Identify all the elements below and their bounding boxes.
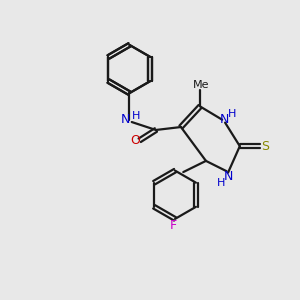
Text: N: N [121, 113, 130, 126]
Text: H: H [132, 111, 140, 121]
Text: Me: Me [193, 80, 210, 90]
Text: H: H [228, 109, 237, 119]
Text: S: S [261, 140, 269, 153]
Text: N: N [220, 113, 229, 126]
Text: N: N [223, 170, 233, 183]
Text: F: F [170, 219, 177, 232]
Text: H: H [217, 178, 225, 188]
Text: O: O [130, 134, 140, 147]
